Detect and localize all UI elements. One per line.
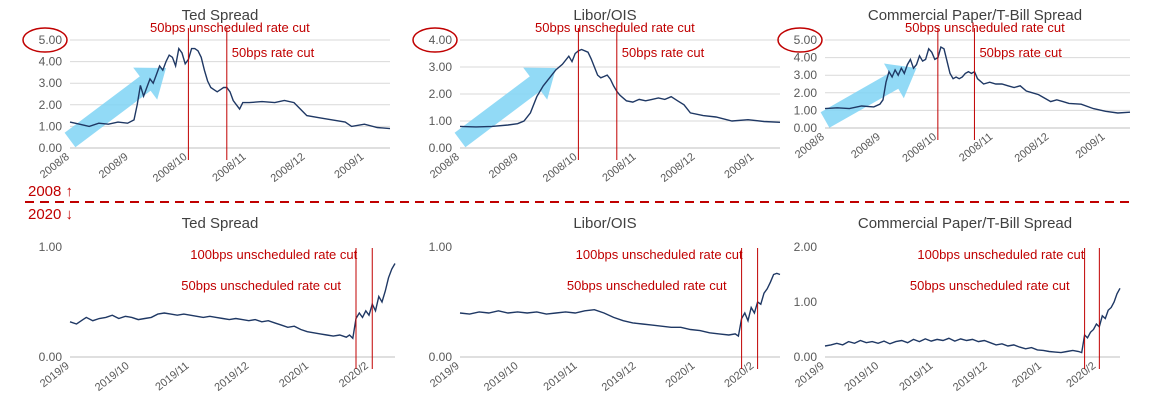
chart-panel: Commercial Paper/T-Bill Spread 0.00 1.00 2.… xyxy=(793,215,1121,394)
x-tick-label: 2008/12 xyxy=(269,151,308,185)
x-tick-label: 2019/9 xyxy=(38,360,72,390)
x-tick-label: 2019/11 xyxy=(897,360,935,393)
y-tick-label: 0.00 xyxy=(794,350,818,364)
x-tick-label: 2020/1 xyxy=(663,360,697,390)
x-tick-label: 2020/1 xyxy=(277,360,311,390)
y-tick-label: 1.00 xyxy=(39,119,63,133)
y-tick-label: 2.00 xyxy=(794,240,818,254)
annotation-label: 50bps unscheduled rate cut xyxy=(910,278,1070,293)
series-line xyxy=(69,263,396,340)
annotation-label: 50bps unscheduled rate cut xyxy=(567,278,727,293)
chart-title: Commercial Paper/T-Bill Spread xyxy=(858,215,1072,232)
x-tick-label: 2008/11 xyxy=(957,131,995,164)
x-tick-label: 2019/10 xyxy=(93,360,132,394)
annotation-label: 50bps rate cut xyxy=(232,45,315,60)
trend-arrow xyxy=(454,67,556,148)
annotation-label: 50bps unscheduled rate cut xyxy=(535,20,695,35)
series-line xyxy=(824,45,1131,114)
x-tick-label: 2019/9 xyxy=(793,360,827,390)
y-tick-label: 5.00 xyxy=(794,33,818,47)
highlight-circle xyxy=(777,27,823,53)
x-tick-label: 2019/12 xyxy=(213,360,252,394)
x-tick-label: 2020/1 xyxy=(1010,360,1044,390)
annotation-label: 50bps unscheduled rate cut xyxy=(181,278,341,293)
x-tick-label: 2020/2 xyxy=(722,360,756,390)
x-tick-label: 2019/10 xyxy=(842,360,881,394)
x-tick-label: 2020/2 xyxy=(337,360,371,390)
x-tick-label: 2008/10 xyxy=(541,151,580,185)
x-tick-label: 2020/2 xyxy=(1064,360,1098,390)
x-tick-label: 2019/9 xyxy=(428,360,462,390)
x-tick-label: 2008/12 xyxy=(659,151,698,185)
x-tick-label: 2008/8 xyxy=(38,151,72,181)
annotation-label: 100bps unscheduled rate cut xyxy=(190,247,357,262)
divider-label-2008: 2008 ↑ xyxy=(28,183,74,200)
divider-label-2020: 2020 ↓ xyxy=(28,206,74,223)
y-tick-label: 0.00 xyxy=(39,350,63,364)
chart-panel: Commercial Paper/T-Bill Spread 0.00 1.00 2.… xyxy=(777,7,1131,165)
annotation-label: 100bps unscheduled rate cut xyxy=(576,247,743,262)
chart-title: Libor/OIS xyxy=(573,7,636,24)
annotation-label: 50bps rate cut xyxy=(979,45,1062,60)
y-tick-label: 3.00 xyxy=(794,68,818,82)
annotation-label: 50bps unscheduled rate cut xyxy=(905,20,1065,35)
annotation-label: 50bps unscheduled rate cut xyxy=(150,20,310,35)
series-line xyxy=(459,48,781,128)
y-tick-label: 1.00 xyxy=(794,103,818,117)
highlight-circle xyxy=(22,27,68,53)
series-line xyxy=(459,272,781,338)
x-tick-label: 2008/10 xyxy=(900,131,939,165)
y-tick-label: 1.00 xyxy=(429,240,453,254)
series-line xyxy=(69,46,391,130)
chart-title: Libor/OIS xyxy=(573,215,636,232)
x-tick-label: 2019/11 xyxy=(153,360,191,393)
x-tick-label: 2008/8 xyxy=(428,151,462,181)
y-tick-label: 2.00 xyxy=(794,86,818,100)
x-tick-label: 2008/10 xyxy=(151,151,190,185)
series-line xyxy=(824,287,1121,354)
y-tick-label: 0.00 xyxy=(429,141,453,155)
x-tick-label: 2019/12 xyxy=(600,360,639,394)
highlight-circle xyxy=(412,27,458,53)
x-tick-label: 2009/1 xyxy=(1074,131,1108,161)
annotation-label: 100bps unscheduled rate cut xyxy=(917,247,1084,262)
chart-panel: Ted Spread 0.00 1.00 2.00 3.00 4.00 5.00 2008/8… xyxy=(22,7,391,185)
x-tick-label: 2008/9 xyxy=(849,131,883,161)
y-tick-label: 2.00 xyxy=(429,87,453,101)
y-tick-label: 4.00 xyxy=(39,55,63,69)
annotation-label: 50bps rate cut xyxy=(622,45,705,60)
x-tick-label: 2008/11 xyxy=(210,151,248,184)
x-tick-label: 2009/1 xyxy=(332,151,366,181)
x-tick-label: 2019/10 xyxy=(482,360,521,394)
x-tick-label: 2009/1 xyxy=(722,151,756,181)
chart-title: Ted Spread xyxy=(182,215,259,232)
y-tick-label: 0.00 xyxy=(39,141,63,155)
x-tick-label: 2019/12 xyxy=(951,360,990,394)
y-tick-label: 0.00 xyxy=(429,350,453,364)
y-tick-label: 5.00 xyxy=(39,33,63,47)
y-tick-label: 4.00 xyxy=(429,33,453,47)
y-tick-label: 4.00 xyxy=(794,51,818,65)
y-tick-label: 1.00 xyxy=(39,240,63,254)
chart-panel: Ted Spread 0.00 1.00 2019/9 2019/10 2019/11 20… xyxy=(38,215,396,394)
chart-panel: Libor/OIS 0.00 1.00 2.00 3.00 4.00 2008/8 2008/… xyxy=(412,7,781,185)
y-tick-label: 1.00 xyxy=(429,114,453,128)
trend-arrow xyxy=(820,63,917,128)
y-tick-label: 3.00 xyxy=(429,60,453,74)
x-tick-label: 2008/9 xyxy=(97,151,131,181)
x-tick-label: 2008/12 xyxy=(1013,131,1052,165)
x-tick-label: 2019/11 xyxy=(542,360,580,393)
x-tick-label: 2008/8 xyxy=(793,131,827,161)
x-tick-label: 2008/9 xyxy=(487,151,521,181)
y-tick-label: 0.00 xyxy=(794,121,818,135)
chart-panel: Libor/OIS 0.00 1.00 2019/9 2019/10 2019/11 201… xyxy=(428,215,781,394)
y-tick-label: 1.00 xyxy=(794,295,818,309)
y-tick-label: 3.00 xyxy=(39,76,63,90)
chart-title: Commercial Paper/T-Bill Spread xyxy=(868,7,1082,24)
y-tick-label: 2.00 xyxy=(39,98,63,112)
x-tick-label: 2008/11 xyxy=(600,151,638,184)
chart-title: Ted Spread xyxy=(182,7,259,24)
